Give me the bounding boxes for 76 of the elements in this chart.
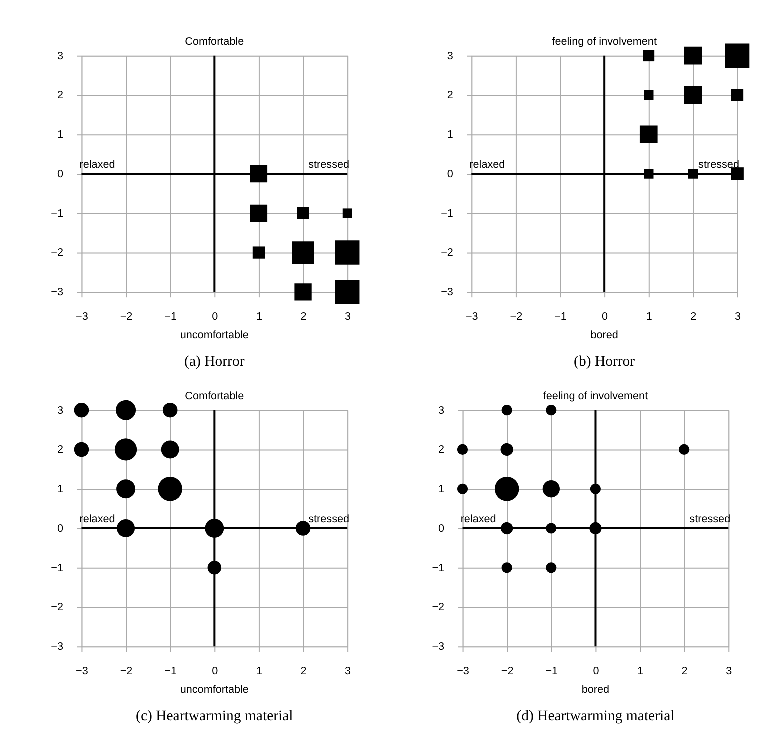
x-tick-label: 1 <box>646 311 652 324</box>
x-tick-label: 1 <box>638 666 644 678</box>
x-tick-label: −3 <box>457 666 470 678</box>
text: uncomfortable <box>180 684 249 696</box>
y-axis-title: feeling of involvement <box>552 36 657 48</box>
x-tick-label: 3 <box>726 666 732 678</box>
x-tick-label: 3 <box>734 311 742 324</box>
x-tick-label: −1 <box>554 311 567 324</box>
y-tick-label: −2 <box>51 602 64 614</box>
x-tick-label: 0 <box>602 311 608 324</box>
y-tick-label: 3 <box>438 404 445 417</box>
x-tick-label: −1 <box>164 311 178 324</box>
x-tick-label: −3 <box>76 311 88 324</box>
y-tick-label: −2 <box>432 602 445 614</box>
y-tick-label: −1 <box>51 208 64 220</box>
x-tick-label: 2 <box>300 666 307 678</box>
y-tick-label: −3 <box>432 641 445 654</box>
annotation: stressed <box>690 514 731 526</box>
y-tick-label: 3 <box>57 404 64 417</box>
x-tick-label: 1 <box>256 666 262 678</box>
x-tick-label: −2 <box>510 311 523 324</box>
text: (a) Horror <box>184 354 245 370</box>
x-tick-label: 0 <box>212 666 218 678</box>
y-tick-label: 2 <box>57 90 64 102</box>
y-tick-label: −3 <box>51 641 64 654</box>
x-tick-label: −2 <box>120 666 133 678</box>
y-tick-label: −1 <box>51 562 64 574</box>
x-tick-label: −1 <box>164 666 178 678</box>
y-tick-label: −1 <box>441 208 454 220</box>
y-axis-title: feeling of involvement <box>543 390 648 402</box>
y-tick-label: −2 <box>441 247 454 260</box>
y-tick-label: −3 <box>441 286 454 299</box>
x-tick-label: 3 <box>345 666 352 678</box>
x-tick-label: 2 <box>682 666 688 678</box>
text: bored <box>590 329 618 342</box>
y-axis-title: Comfortable <box>185 390 244 402</box>
text: uncomfortable <box>180 329 249 342</box>
annotation: relaxed <box>80 159 116 172</box>
annotation: relaxed <box>80 514 116 526</box>
text: (d) Heartwarming material <box>516 708 675 724</box>
y-tick-label: 0 <box>57 168 64 180</box>
x-tick-label: 2 <box>690 311 697 324</box>
y-tick-label: 2 <box>438 444 445 456</box>
y-tick-label: 2 <box>57 444 64 456</box>
y-tick-label: 1 <box>57 129 64 142</box>
x-tick-label: −1 <box>546 666 558 678</box>
x-tick-label: −3 <box>76 666 88 678</box>
x-tick-label: −2 <box>120 311 133 324</box>
x-tick-label: −2 <box>501 666 514 678</box>
y-tick-label: 0 <box>438 522 445 535</box>
x-tick-label: 2 <box>300 311 307 324</box>
y-tick-label: 3 <box>447 50 454 62</box>
y-tick-label: 0 <box>447 168 454 180</box>
text: (c) Heartwarming material <box>136 708 294 724</box>
y-tick-label: 0 <box>57 522 64 535</box>
y-tick-label: 1 <box>447 129 454 142</box>
y-tick-label: −3 <box>51 286 64 299</box>
text: (b) Horror <box>574 354 636 370</box>
annotation: stressed <box>698 159 740 172</box>
annotation: relaxed <box>470 159 506 172</box>
y-tick-label: 3 <box>57 50 64 62</box>
x-tick-label: −3 <box>466 311 478 324</box>
y-axis-title: Comfortable <box>185 36 244 48</box>
text: bored <box>582 684 610 696</box>
x-tick-label: 0 <box>593 666 600 678</box>
x-tick-label: 3 <box>345 311 352 324</box>
y-tick-label: 1 <box>438 484 445 496</box>
x-tick-label: 1 <box>256 311 262 324</box>
y-tick-label: −2 <box>51 247 64 260</box>
annotation: stressed <box>308 159 350 172</box>
y-tick-label: −1 <box>432 562 445 574</box>
annotation: stressed <box>308 514 350 526</box>
y-tick-label: 1 <box>57 484 64 496</box>
y-tick-label: 2 <box>447 90 454 102</box>
annotation: relaxed <box>460 514 496 526</box>
x-tick-label: 0 <box>212 311 218 324</box>
